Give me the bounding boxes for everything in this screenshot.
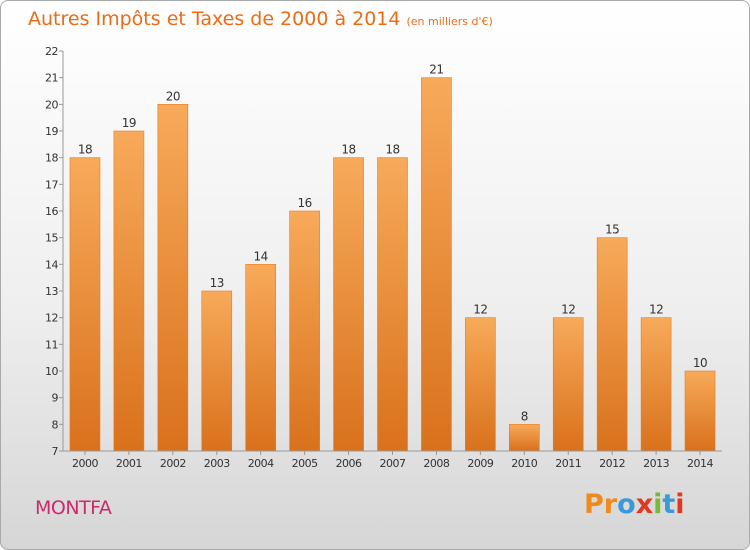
bar-value-label: 18	[78, 143, 92, 157]
bar-value-label: 15	[605, 223, 619, 237]
bar	[201, 290, 233, 452]
bar-value-label: 21	[429, 63, 443, 77]
commune-name: MONTFA	[35, 497, 112, 519]
bar-value-label: 12	[561, 303, 575, 317]
bar-value-label: 20	[166, 89, 180, 103]
bar-value-label: 18	[341, 143, 355, 157]
bar	[333, 157, 364, 452]
y-tick-label: 9	[52, 392, 59, 405]
bar-value-label: 16	[297, 196, 311, 210]
chart-title: Autres Impôts et Taxes de 2000 à 2014	[28, 8, 401, 30]
logo-letter: r	[603, 489, 618, 520]
x-tick-label: 2011	[555, 457, 581, 470]
y-tick-label: 13	[45, 285, 58, 298]
chart-title-block: Autres Impôts et Taxes de 2000 à 2014 (en…	[28, 8, 493, 30]
x-tick-label: 2014	[687, 457, 713, 470]
bar-value-label: 18	[385, 143, 399, 157]
x-tick-label: 2004	[248, 457, 274, 470]
x-tick-label: 2009	[467, 457, 493, 470]
x-tick-label: 2007	[380, 457, 406, 470]
chart-subtitle: (en milliers d'€)	[406, 15, 493, 28]
x-tick-label: 2003	[204, 457, 230, 470]
x-tick-label: 2013	[643, 457, 669, 470]
bar	[596, 237, 628, 452]
y-tick-label: 17	[45, 178, 58, 191]
bar-value-label: 12	[649, 303, 663, 317]
bar	[245, 264, 276, 452]
y-tick-label: 10	[45, 365, 58, 378]
x-tick-label: 2001	[116, 457, 142, 470]
logo-letter: x	[635, 489, 654, 520]
x-tick-label: 2000	[72, 457, 98, 470]
bar-value-label: 19	[122, 116, 136, 130]
y-tick-label: 16	[45, 205, 58, 218]
logo-letter: o	[617, 489, 636, 520]
bar	[69, 157, 101, 452]
y-tick-label: 15	[45, 232, 58, 245]
y-tick-label: 20	[45, 98, 58, 111]
logo-letter: i	[675, 489, 685, 520]
bar-value-label: 10	[693, 356, 707, 370]
bars: 18 19 20 13 14 16 18 18 21 12 8 12 15 12 10	[69, 63, 716, 452]
bar	[684, 370, 716, 452]
logo-letter: t	[662, 489, 676, 520]
x-tick-label: 2006	[336, 457, 362, 470]
bar-value-label: 8	[521, 409, 528, 423]
x-axis: 2000 2001 2002 2003 2004 2005 2006 2007 2008 2009…	[63, 450, 722, 470]
y-tick-label: 19	[45, 125, 58, 138]
logo-letter: i	[653, 489, 663, 520]
bar	[552, 317, 584, 452]
bar-value-label: 14	[254, 249, 268, 263]
y-tick-label: 14	[45, 258, 58, 271]
bar	[465, 317, 496, 452]
x-tick-label: 2008	[423, 457, 449, 470]
bar	[508, 424, 540, 452]
y-axis: 7 8 9 10 11 12 13 14 15 16 17 18 19 20 21 22	[45, 45, 64, 458]
x-tick-label: 2010	[511, 457, 537, 470]
bar-value-label: 12	[473, 303, 487, 317]
x-tick-label: 2005	[292, 457, 318, 470]
bar	[421, 77, 452, 452]
logo-letter: P	[584, 489, 604, 520]
y-tick-label: 18	[45, 152, 58, 165]
bar	[157, 104, 189, 452]
y-tick-label: 22	[45, 45, 58, 58]
y-tick-label: 11	[45, 338, 58, 351]
x-tick-label: 2012	[599, 457, 625, 470]
y-tick-label: 7	[52, 445, 59, 458]
y-tick-label: 21	[45, 72, 58, 85]
bar	[289, 210, 320, 452]
proxiti-logo: Proxiti	[584, 489, 685, 520]
bar	[113, 130, 145, 452]
y-tick-label: 12	[45, 312, 58, 325]
bar	[640, 317, 672, 452]
y-tick-label: 8	[52, 418, 59, 431]
x-tick-label: 2002	[160, 457, 186, 470]
bar	[377, 157, 408, 452]
bar-value-label: 13	[210, 276, 224, 290]
